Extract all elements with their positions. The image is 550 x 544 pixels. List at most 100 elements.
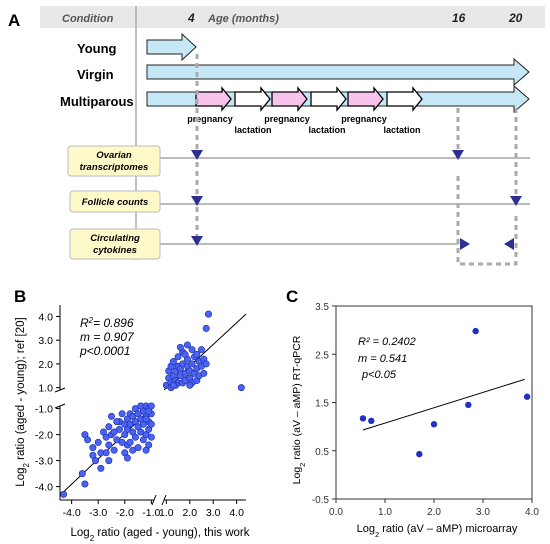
plot-b-xtick-label: -3.0	[89, 507, 107, 519]
cycle-chevron-lactation	[386, 86, 423, 112]
plot-b-point	[105, 423, 113, 431]
marker-cytokine-16mo	[460, 238, 470, 250]
plot-c-point	[465, 401, 472, 409]
cycle-label-pregnancy-3: pregnancy	[341, 114, 387, 124]
plot-b-xtick-label: 4.0	[229, 507, 244, 519]
plot-b-point	[137, 428, 145, 436]
sampling-markers	[191, 150, 522, 250]
plot-b-point	[110, 446, 118, 454]
scatter-plot-b	[60, 310, 247, 498]
plot-c-point	[416, 450, 423, 458]
plot-b-point	[186, 381, 194, 389]
plot-c-xtick-label: 4.0	[525, 507, 539, 518]
marker-cytokine-20mo	[504, 238, 514, 250]
plot-c-ylabel: Log2 ratio (aV – aMP) RT-qPCR	[291, 335, 307, 484]
plot-c-ytick-label: -0.5	[312, 495, 330, 506]
plot-c-point	[472, 327, 479, 335]
plot-b-xtick-label: 1.0	[159, 507, 174, 519]
panel-a: A Condition 4 Age (months) 16 20 Young V…	[8, 6, 545, 266]
plot-b-point	[142, 415, 150, 423]
cycle-label-lactation-1: lactation	[234, 125, 271, 135]
plot-b-point	[237, 384, 245, 392]
plot-b-ylabel: Log2 ratio (aged - young); ref [20]	[15, 317, 31, 486]
plot-b-point	[100, 428, 108, 436]
plot-c-ticks: 3.5 2.5 1.5 0.5 -0.50.0 1.0 2.0 3.0 4.0	[312, 302, 540, 518]
plot-b-point	[169, 358, 177, 366]
plot-c-xlabel: Log2 ratio (aV – aMP) microarray	[357, 523, 518, 539]
marker-follicle-20mo	[510, 196, 522, 206]
cycle-chevron-pregnancy	[195, 86, 232, 112]
ybreak-bottom	[54, 403, 66, 409]
cycle-chevron-pregnancy	[271, 86, 308, 112]
panel-c-label: C	[286, 287, 298, 306]
plot-b-point	[188, 346, 196, 354]
header-age-4: 4	[187, 11, 195, 25]
plot-b-ytick-label: 2.0	[38, 359, 53, 371]
plot-b-xtick-label: 3.0	[206, 507, 221, 519]
virgin-timeline-arrow	[146, 57, 530, 87]
young-timeline-arrow	[146, 32, 197, 62]
plot-b-point	[113, 418, 121, 426]
assay-box-cytokines	[69, 228, 161, 260]
marker-transcriptome-16mo	[452, 150, 464, 160]
marker-follicle-4mo	[191, 196, 203, 206]
plot-b-point	[97, 464, 105, 472]
panel-b-label: B	[14, 287, 26, 306]
plot-b-point	[202, 360, 210, 368]
plot-b-ytick-label: 1.0	[38, 383, 53, 395]
plot-b-xtick-label: -2.0	[116, 507, 134, 519]
plot-c-xtick-label: 2.0	[427, 507, 441, 518]
plot-c-pvalue: p<0.05	[361, 369, 397, 381]
plot-b-point	[123, 454, 131, 462]
header-age-label: Age (months)	[207, 13, 279, 25]
marker-transcriptome-4mo	[191, 150, 203, 160]
plot-b-point	[105, 457, 113, 465]
plot-c-slope: m = 0.541	[358, 353, 407, 365]
plot-b-point	[183, 341, 191, 349]
plot-b-point	[105, 441, 113, 449]
plot-b-point	[176, 343, 184, 351]
plot-b-point	[174, 353, 182, 361]
plot-c-ytick-label: 3.5	[315, 302, 329, 313]
plot-b-r2: R2= 0.896	[80, 316, 134, 331]
plot-c-frame	[335, 305, 533, 500]
sampling-droplines	[195, 54, 518, 266]
plot-c-point	[430, 421, 438, 428]
reproductive-cycles	[195, 86, 423, 112]
header-age-20: 20	[508, 11, 523, 25]
plot-b-point	[147, 420, 155, 428]
xbreak-right	[161, 494, 167, 506]
cycle-label-pregnancy-2: pregnancy	[264, 114, 310, 124]
marker-cytokine-4mo	[191, 236, 203, 246]
plot-b-ytick-label: 4.0	[38, 311, 53, 323]
group-multiparous-label: Multiparous	[60, 94, 134, 109]
plot-c-point	[368, 417, 375, 425]
plot-c-point	[523, 393, 531, 400]
plot-c-point	[359, 415, 367, 422]
cycle-label-lactation-3: lactation	[383, 125, 420, 135]
plot-b-ytick-label: -2.0	[35, 430, 53, 442]
plot-b-ticks: 4.03.02.01.0-1.0-2.0-3.0-4.0-4.0 -3.0 -2.0…	[35, 311, 244, 519]
plot-b-ytick-label: 3.0	[38, 335, 53, 347]
plot-b-ytick-label: -4.0	[35, 482, 53, 494]
plot-b-point	[169, 381, 177, 389]
plot-b-point	[131, 433, 139, 441]
plot-b-point	[145, 407, 153, 415]
plot-b-xlabel: Log2 ratio (aged - young), this work	[71, 527, 250, 543]
plot-b-point	[94, 438, 102, 446]
assay-cytokines-line1: Circulating	[90, 233, 140, 244]
header-bar	[40, 6, 545, 28]
plot-c-ytick-label: 2.5	[315, 350, 329, 361]
panel-a-label: A	[8, 11, 20, 30]
plot-b-xtick-label: -4.0	[63, 507, 81, 519]
plot-b-axes	[59, 305, 246, 501]
group-virgin-label: Virgin	[77, 67, 114, 82]
assay-box-follicles	[69, 190, 161, 213]
cycle-label-pregnancy-1: pregnancy	[187, 114, 233, 124]
plot-b-point	[115, 425, 123, 433]
cycle-chevron-pregnancy	[347, 86, 384, 112]
scatter-plot-c	[335, 305, 533, 500]
plot-b-xtick-label: -1.0	[142, 507, 160, 519]
plot-b-pvalue: p<0.0001	[79, 344, 130, 358]
